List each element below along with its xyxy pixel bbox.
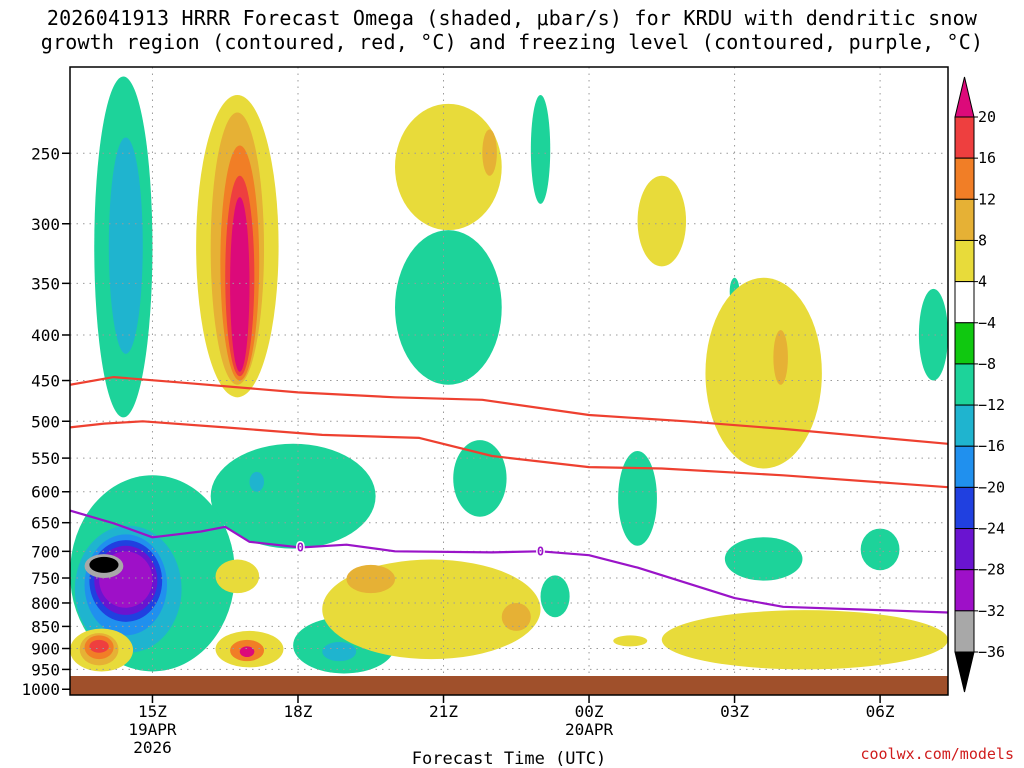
chart-title-line-1: 2026041913 HRRR Forecast Omega (shaded, …	[46, 6, 978, 30]
omega-region-8	[249, 471, 265, 492]
omega-region-43	[661, 610, 948, 670]
y-tick-label-1000: 1000	[21, 680, 60, 699]
x-tick-label-15Z-1: 19APR	[128, 720, 177, 739]
colorbar-cap-bottom	[954, 651, 975, 693]
dgz-minus17-line	[70, 420, 948, 489]
colorbar-label-5: −4	[978, 314, 996, 332]
colorbar-swatch-3	[954, 239, 975, 283]
colorbar-swatch-1	[954, 157, 975, 200]
x-tick-label-00Z-0: 00Z	[575, 702, 604, 721]
colorbar: 20 16 12 8 4 −4 −8 −12 −16 −20 −24 −28 −32 −36	[954, 76, 1005, 693]
colorbar-swatch-5	[954, 322, 975, 365]
y-tick-label-700: 700	[31, 542, 60, 561]
colorbar-swatch-11	[954, 569, 975, 612]
omega-region-37	[613, 635, 648, 647]
y-tick-label-950: 950	[31, 660, 60, 679]
freezing-level-label-0: 0	[297, 540, 304, 554]
y-tick-label-900: 900	[31, 640, 60, 659]
y-tick-label-250: 250	[31, 144, 60, 163]
omega-region-42	[724, 537, 803, 581]
omega-region-21	[215, 559, 260, 594]
colorbar-swatch-10	[954, 528, 975, 571]
omega-region-36	[618, 451, 657, 546]
colorbar-swatch-9	[954, 486, 975, 530]
colorbar-swatch-4	[954, 281, 975, 324]
y-tick-label-600: 600	[31, 483, 60, 502]
omega-region-28	[346, 564, 396, 594]
omega-region-26	[322, 642, 357, 662]
y-tick-label-500: 500	[31, 412, 60, 431]
omega-region-31	[482, 129, 497, 176]
colorbar-label-2: 12	[978, 190, 996, 208]
freezing-level-label-1: 0	[537, 544, 544, 558]
y-tick-label-400: 400	[31, 326, 60, 345]
omega-region-38	[637, 175, 687, 267]
x-tick-label-21Z-0: 21Z	[429, 702, 458, 721]
omega-region-32	[395, 230, 502, 385]
omega-region-16	[89, 556, 119, 573]
colorbar-label-8: −16	[978, 437, 1005, 455]
credit-text: coolwx.com/models	[860, 745, 1014, 763]
colorbar-label-9: −20	[978, 478, 1005, 496]
colorbar-swatch-2	[954, 198, 975, 241]
y-tick-label-850: 850	[31, 617, 60, 636]
chart-title: 2026041913 HRRR Forecast Omega (shaded, …	[0, 6, 1024, 54]
colorbar-swatch-6	[954, 363, 975, 406]
x-tick-label-15Z-0: 15Z	[138, 702, 167, 721]
omega-region-41	[773, 330, 788, 385]
colorbar-label-7: −12	[978, 396, 1005, 414]
omega-shading	[70, 76, 948, 674]
chart-title-line-2: growth region (contoured, red, °C) and f…	[40, 30, 984, 54]
colorbar-cap-top	[954, 76, 975, 118]
colorbar-label-1: 16	[978, 149, 996, 167]
y-tick-label-750: 750	[31, 569, 60, 588]
x-tick-label-00Z-1: 20APR	[565, 720, 614, 739]
x-tick-label-06Z-0: 06Z	[866, 702, 895, 721]
omega-region-1	[108, 137, 143, 354]
omega-region-29	[501, 602, 531, 631]
y-tick-label-800: 800	[31, 594, 60, 613]
dgz-minus12-line	[70, 376, 948, 445]
omega-region-7	[210, 443, 376, 549]
y-tick-label-350: 350	[31, 274, 60, 293]
colorbar-label-3: 8	[978, 231, 987, 249]
colorbar-swatch-12	[954, 610, 975, 653]
x-axis-label: Forecast Time (UTC)	[412, 749, 606, 768]
omega-region-6	[230, 197, 250, 372]
colorbar-label-11: −28	[978, 561, 1005, 579]
omega-region-34	[453, 440, 507, 517]
colorbar-label-6: −8	[978, 355, 996, 373]
y-tick-label-550: 550	[31, 449, 60, 468]
colorbar-label-0: 20	[978, 108, 996, 126]
omega-region-24	[239, 646, 255, 658]
colorbar-label-4: 4	[978, 273, 987, 291]
colorbar-label-12: −32	[978, 602, 1005, 620]
colorbar-label-10: −24	[978, 520, 1005, 538]
omega-region-40	[705, 277, 822, 469]
y-tick-label-300: 300	[31, 215, 60, 234]
colorbar-swatch-8	[954, 445, 975, 488]
omega-region-33	[530, 94, 551, 204]
omega-region-20	[89, 639, 109, 653]
omega-region-35	[540, 575, 570, 618]
y-tick-label-450: 450	[31, 372, 60, 391]
ground-bar	[70, 676, 948, 695]
colorbar-label-13: −36	[978, 643, 1005, 661]
x-tick-label-18Z-0: 18Z	[284, 702, 313, 721]
colorbar-swatch-7	[954, 404, 975, 447]
gridlines	[70, 67, 948, 695]
omega-region-45	[918, 288, 948, 381]
x-tick-label-15Z-2: 2026	[133, 738, 172, 757]
freezing-level-line	[70, 509, 948, 614]
y-axis: 250 300 350 400 450 500 550 600 650 700 750 800 850 9…	[21, 144, 70, 699]
omega-region-30	[395, 103, 502, 231]
y-tick-label-650: 650	[31, 514, 60, 533]
colorbar-swatch-0	[954, 116, 975, 159]
x-tick-label-03Z-0: 03Z	[720, 702, 749, 721]
